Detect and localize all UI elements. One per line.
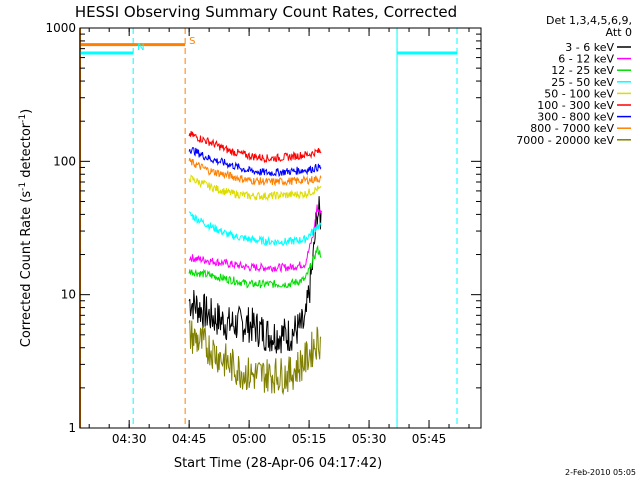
legend-label-0: 3 - 6 keV — [565, 41, 614, 54]
legend-label-5: 100 - 300 keV — [537, 99, 614, 112]
x-tick-label-3: 05:15 — [292, 432, 327, 446]
plot-frame — [79, 27, 482, 429]
series-line-6 — [188, 147, 322, 178]
legend-label-4: 50 - 100 keV — [544, 87, 614, 100]
y-tick-label-2: 100 — [53, 154, 76, 168]
legend-label-7: 800 - 7000 keV — [530, 122, 614, 135]
chart-title: HESSI Observing Summary Count Rates, Cor… — [75, 3, 457, 21]
series-line-1 — [188, 204, 322, 274]
x-tick-label-2: 05:00 — [232, 432, 267, 446]
y-axis-label-main: Corrected Count Rate (s — [19, 191, 34, 348]
x-axis-label: Start Time (28-Apr-06 04:17:42) — [174, 456, 382, 471]
axes: 1 10 100 1000 04:30 04:45 05:00 05:15 05:30 05:45 — [45, 21, 482, 446]
timestamp: 2-Feb-2010 05:05 — [565, 468, 636, 477]
legend-header-line1: Det 1,3,4,5,6,9, — [546, 14, 632, 27]
x-tick-label-5: 05:45 — [412, 432, 447, 446]
y-axis-label-sup2: -1 — [18, 114, 28, 123]
series-line-7 — [188, 157, 322, 187]
y-axis-label-mid: detector — [19, 122, 34, 182]
legend-header-line2: Att 0 — [606, 26, 632, 39]
x-tick-label-0: 04:30 — [112, 432, 147, 446]
plot-area: NS — [79, 28, 458, 428]
y-axis-label: Corrected Count Rate (s-1 detector-1) — [18, 109, 34, 347]
y-axis-label-end: ) — [19, 109, 34, 114]
legend-label-3: 25 - 50 keV — [551, 76, 614, 89]
flag-label-n: N — [137, 42, 144, 53]
series-line-4 — [188, 174, 322, 202]
x-tick-label-4: 05:30 — [352, 432, 387, 446]
y-tick-label-0: 1 — [68, 421, 76, 435]
y-tick-label-3: 1000 — [45, 21, 76, 35]
series-line-5 — [188, 130, 322, 164]
series-line-3 — [188, 211, 322, 247]
legend-label-8: 7000 - 20000 keV — [516, 134, 614, 147]
legend-label-6: 300 - 800 keV — [537, 111, 614, 124]
y-tick-label-1: 10 — [61, 288, 76, 302]
series-line-2 — [188, 244, 322, 289]
series-line-0 — [188, 196, 322, 354]
legend-label-2: 12 - 25 keV — [551, 64, 614, 77]
y-axis-label-sup1: -1 — [18, 182, 28, 191]
svg-text:Corrected Count Rate (s-1 dete: Corrected Count Rate (s-1 detector-1) — [18, 109, 34, 347]
legend-label-1: 6 - 12 keV — [558, 53, 614, 66]
flag-label-s: S — [189, 36, 195, 47]
x-tick-label-1: 04:45 — [172, 432, 207, 446]
series-line-8 — [188, 320, 322, 396]
